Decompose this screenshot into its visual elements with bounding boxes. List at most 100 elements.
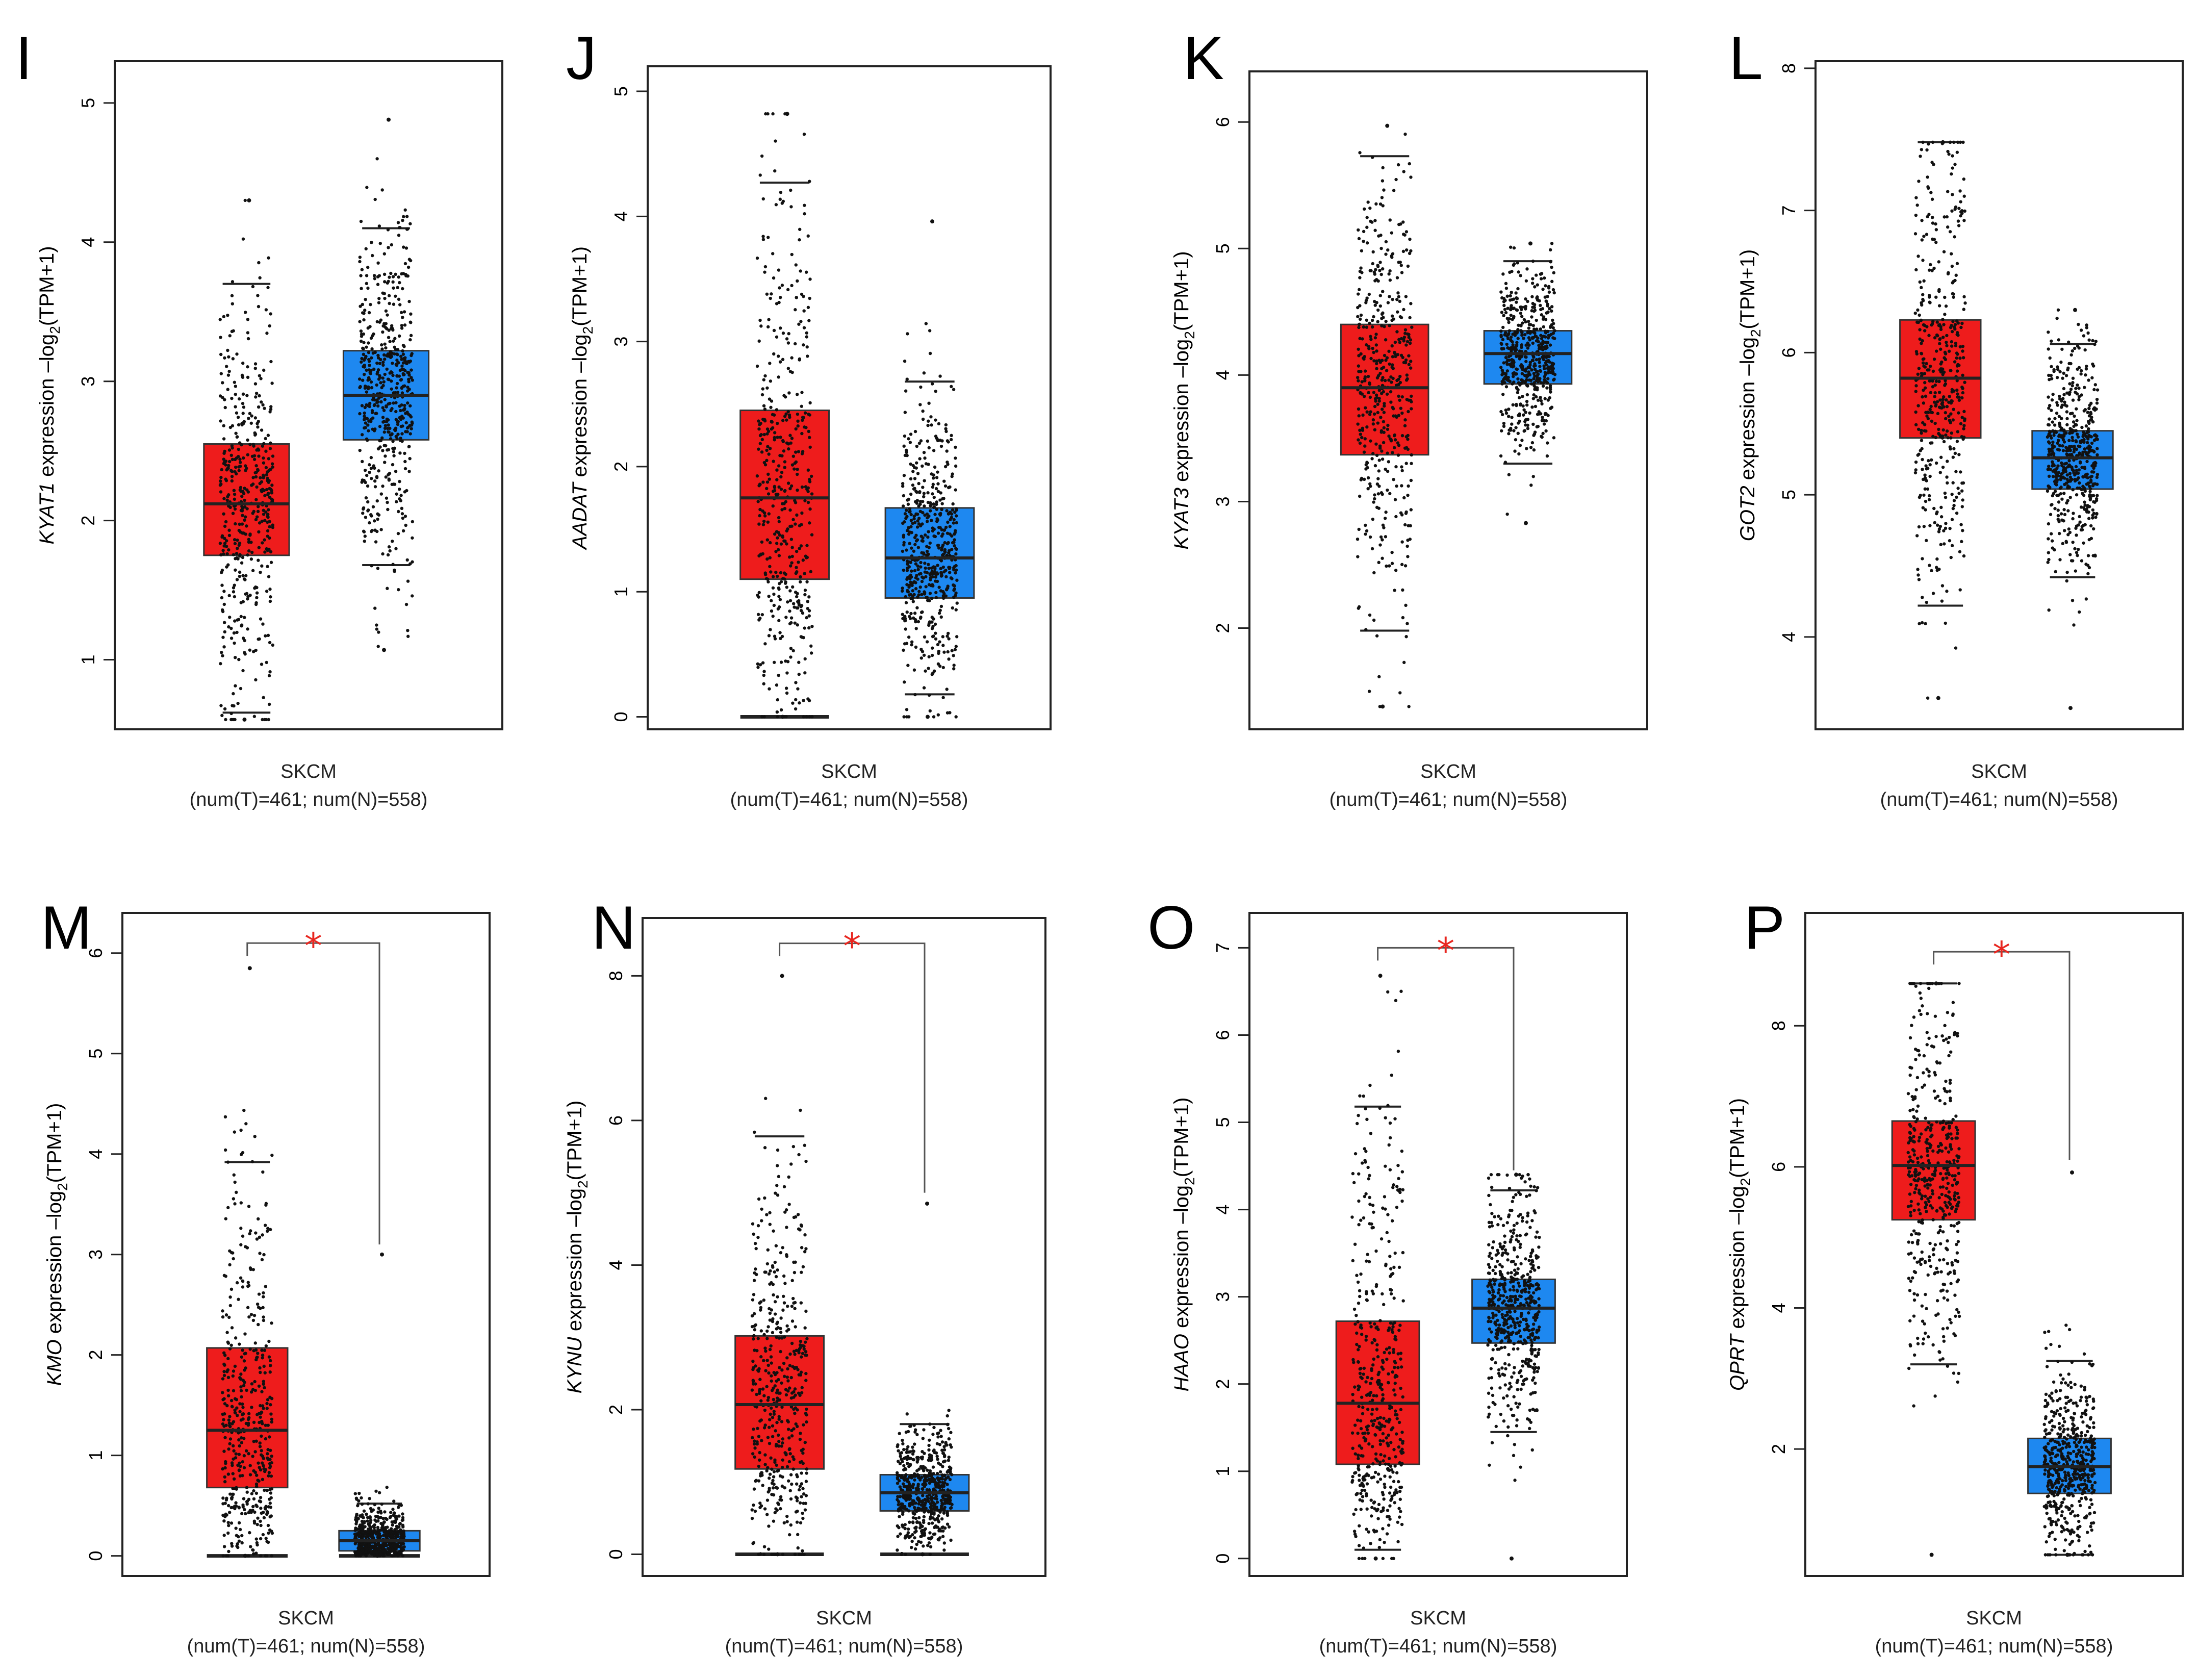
data-point: [385, 420, 389, 424]
data-point: [270, 1454, 273, 1458]
data-point: [233, 595, 237, 599]
box-iqr: [739, 410, 830, 580]
data-point: [919, 439, 923, 443]
data-point: [364, 297, 367, 301]
data-point: [777, 485, 781, 489]
data-point: [1547, 360, 1551, 364]
data-point: [945, 688, 949, 691]
data-point: [1393, 340, 1397, 344]
data-point: [264, 1285, 267, 1288]
data-point: [1399, 511, 1403, 515]
data-point: [243, 505, 247, 509]
data-point: [935, 500, 938, 504]
data-point: [409, 312, 413, 316]
y-tick-label: 8: [1778, 63, 1799, 73]
data-point: [1378, 446, 1382, 450]
data-point: [1913, 232, 1918, 236]
data-point: [1960, 209, 1964, 213]
data-point: [266, 479, 269, 482]
data-point: [380, 188, 384, 192]
data-point: [236, 701, 240, 705]
data-point: [268, 670, 272, 674]
data-point: [263, 1224, 267, 1227]
data-point: [794, 308, 797, 312]
data-point: [1400, 271, 1404, 274]
x-axis-label: SKCM: [1420, 761, 1476, 782]
data-point: [234, 405, 237, 409]
data-point: [2092, 388, 2096, 392]
data-point: [271, 454, 275, 458]
data-point: [1949, 412, 1953, 416]
data-point: [763, 270, 766, 274]
data-point: [1512, 307, 1516, 310]
data-point: [411, 560, 414, 564]
data-point: [1533, 367, 1537, 371]
data-point: [401, 361, 405, 365]
data-point: [759, 324, 763, 328]
data-point: [361, 478, 364, 482]
data-point: [1944, 522, 1948, 525]
data-point: [1381, 538, 1384, 542]
data-point: [242, 420, 246, 423]
data-point: [767, 512, 771, 516]
data-point: [794, 263, 798, 267]
data-point: [1950, 172, 1953, 176]
data-point: [954, 488, 957, 492]
data-point: [2059, 478, 2062, 481]
data-point: [1531, 259, 1535, 263]
data-point: [241, 1406, 245, 1409]
data-point: [1929, 411, 1933, 414]
data-point: [1913, 471, 1918, 475]
data-point: [803, 671, 807, 675]
data-point: [796, 424, 800, 428]
data-point: [942, 592, 946, 596]
data-point: [249, 1313, 253, 1316]
data-point: [259, 571, 262, 574]
data-point: [260, 1449, 263, 1453]
panel-letter: J: [566, 24, 597, 92]
box-iqr: [884, 507, 975, 599]
data-point: [1512, 364, 1516, 368]
data-point: [238, 1342, 241, 1346]
data-point: [253, 433, 257, 437]
data-point: [387, 294, 391, 297]
data-point: [239, 1201, 243, 1205]
data-point: [1531, 397, 1536, 400]
data-point: [755, 364, 759, 368]
data-point: [254, 1231, 258, 1235]
data-point: [368, 364, 371, 367]
data-point: [237, 1468, 241, 1472]
data-point: [1926, 696, 1930, 700]
data-point: [1930, 197, 1934, 201]
data-point: [788, 609, 791, 613]
data-point: [940, 502, 944, 505]
data-point: [1394, 465, 1398, 469]
data-point: [2057, 394, 2061, 398]
data-point: [1962, 427, 1965, 430]
data-point: [768, 447, 772, 450]
data-point: [1955, 150, 1959, 154]
data-point: [1398, 341, 1402, 344]
data-point: [1919, 155, 1922, 158]
data-point: [902, 568, 905, 572]
data-point: [932, 502, 935, 506]
data-point: [933, 534, 937, 539]
data-point: [1394, 354, 1397, 359]
data-point: [1524, 411, 1527, 414]
data-point: [1959, 325, 1963, 329]
data-point: [1521, 321, 1524, 325]
data-point: [951, 508, 955, 512]
data-point: [249, 557, 253, 561]
data-point: [761, 235, 765, 238]
data-point: [1928, 294, 1931, 297]
data-point: [225, 1331, 229, 1334]
data-point: [255, 485, 259, 489]
data-point: [386, 377, 390, 381]
data-point: [385, 354, 389, 358]
data-point: [954, 514, 958, 518]
data-point: [238, 461, 242, 464]
data-point: [1409, 302, 1413, 306]
data-point: [944, 429, 948, 434]
data-point: [766, 492, 771, 496]
data-point: [1358, 276, 1362, 279]
